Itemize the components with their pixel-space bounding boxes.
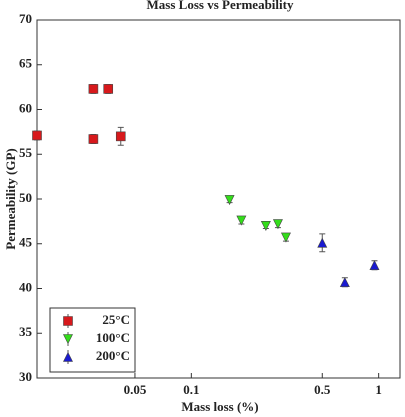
y-tick-label: 60 <box>19 100 32 115</box>
marker <box>32 130 42 141</box>
marker <box>369 260 380 271</box>
y-tick-label: 55 <box>19 145 33 160</box>
marker <box>280 232 291 243</box>
legend-label: 100°C <box>96 330 130 345</box>
marker <box>339 277 350 288</box>
legend-entry: 100°C <box>63 330 130 346</box>
marker <box>103 84 114 94</box>
x-tick-label: 1 <box>375 382 382 397</box>
legend-label: 25°C <box>102 312 130 327</box>
legend-marker <box>63 351 73 362</box>
x-axis-label: Mass loss (%) <box>181 399 258 414</box>
legend-label: 200°C <box>96 348 130 363</box>
marker <box>260 221 271 232</box>
y-tick-label: 45 <box>19 235 33 250</box>
y-tick-label: 35 <box>19 324 33 339</box>
x-tick-label: 0.1 <box>183 382 199 397</box>
marker <box>272 219 283 230</box>
marker <box>115 131 126 142</box>
y-axis-label: Permeability (GP) <box>3 148 18 249</box>
x-tick-label: 0.5 <box>314 382 331 397</box>
marker <box>224 195 235 206</box>
y-tick-label: 40 <box>19 279 32 294</box>
legend-marker <box>63 316 73 326</box>
y-tick-label: 65 <box>19 56 33 71</box>
x-tick-label: 0.05 <box>124 382 147 397</box>
marker <box>88 84 99 94</box>
y-tick-label: 70 <box>19 11 32 26</box>
y-tick-label: 50 <box>19 190 32 205</box>
legend-entry: 25°C <box>63 312 130 328</box>
chart-title: Mass Loss vs Permeability <box>147 0 294 12</box>
y-tick-label: 30 <box>19 369 32 384</box>
marker <box>88 134 99 144</box>
legend-marker <box>63 334 73 345</box>
marker <box>317 237 328 248</box>
legend-entry: 200°C <box>63 348 130 364</box>
marker <box>236 215 247 226</box>
